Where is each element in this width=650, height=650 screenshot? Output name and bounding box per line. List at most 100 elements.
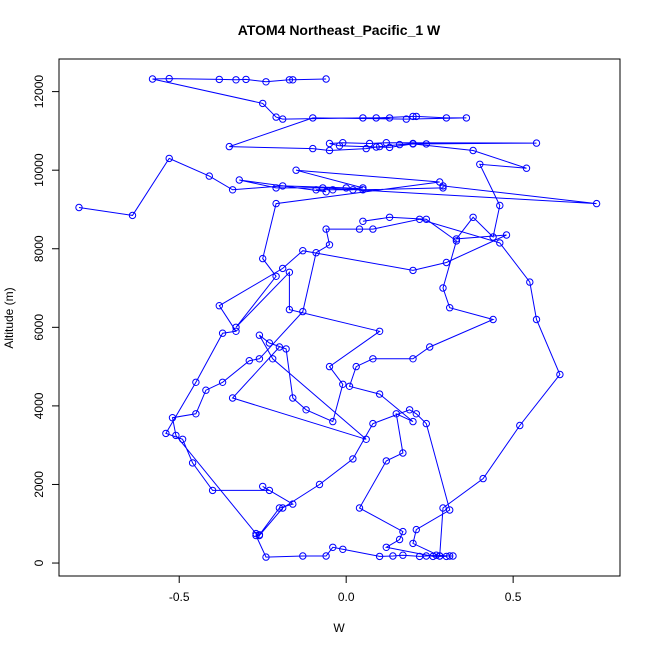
series-3: [345, 213, 497, 561]
data-point: [532, 139, 541, 147]
data-point: [355, 225, 364, 233]
data-point: [289, 76, 297, 84]
x-tick-label: -0.5: [169, 590, 190, 604]
y-tick-label: 6000: [32, 314, 46, 341]
data-point: [409, 266, 417, 275]
data-point: [439, 504, 447, 512]
y-axis: 0 2000 4000 6000 8000 10000 12000: [32, 75, 60, 566]
data-point: [232, 327, 240, 335]
data-point: [192, 378, 200, 386]
data-point: [412, 525, 420, 534]
data-point: [502, 231, 511, 239]
data-point: [556, 370, 564, 379]
plot-layer: [75, 74, 601, 561]
series-2: [75, 154, 601, 443]
data-point: [269, 355, 277, 363]
data-point: [496, 201, 504, 210]
data-point: [489, 233, 497, 241]
data-point: [399, 449, 407, 457]
data-point: [409, 539, 417, 548]
data-point: [392, 410, 400, 418]
data-point: [359, 186, 367, 194]
data-point: [375, 327, 384, 335]
data-point: [148, 75, 157, 83]
data-point: [225, 142, 234, 151]
data-point: [279, 115, 287, 123]
data-point: [188, 459, 197, 467]
data-point: [202, 386, 210, 394]
data-point: [265, 339, 274, 347]
data-point: [489, 315, 497, 324]
data-point: [399, 527, 407, 536]
data-point: [312, 186, 320, 194]
data-point: [442, 258, 451, 267]
data-point: [329, 543, 337, 551]
data-point: [322, 225, 330, 233]
data-point: [362, 144, 370, 153]
data-point: [292, 166, 300, 174]
data-point: [255, 331, 264, 339]
data-point: [375, 552, 384, 561]
y-tick-label: 8000: [32, 235, 46, 262]
y-tick-label: 0: [32, 559, 46, 566]
data-point: [446, 304, 454, 312]
data-point: [315, 480, 324, 489]
data-point: [446, 506, 454, 514]
data-point: [272, 272, 280, 280]
y-tick-label: 4000: [32, 392, 46, 419]
data-point: [365, 139, 374, 148]
data-point: [355, 504, 364, 512]
data-point: [405, 406, 414, 414]
data-point: [349, 455, 357, 463]
data-point: [165, 154, 173, 163]
series-line: [78, 157, 597, 440]
data-point: [275, 343, 284, 351]
data-point: [359, 184, 367, 192]
data-point: [335, 142, 344, 150]
data-point: [409, 355, 417, 363]
data-point: [289, 500, 297, 508]
data-point: [279, 182, 287, 190]
series-1: [148, 74, 564, 561]
data-point: [309, 144, 317, 153]
data-point: [272, 113, 280, 121]
data-point: [532, 315, 541, 324]
data-point: [275, 504, 284, 512]
data-point: [395, 535, 404, 544]
data-point: [339, 545, 347, 553]
data-point: [359, 217, 367, 226]
data-point: [372, 143, 380, 151]
x-axis: -0.5 0.0 0.5: [169, 575, 522, 604]
data-point: [309, 114, 317, 122]
data-point: [279, 504, 287, 512]
data-point: [526, 278, 534, 286]
data-point: [522, 164, 531, 172]
data-point: [232, 76, 240, 84]
data-point: [312, 249, 320, 257]
data-point: [205, 172, 214, 180]
data-point: [272, 184, 280, 192]
data-point: [469, 213, 477, 222]
data-point: [446, 552, 454, 560]
data-point: [322, 75, 330, 83]
data-point: [285, 76, 294, 84]
data-point: [289, 394, 297, 402]
data-point: [375, 390, 384, 398]
data-point: [322, 552, 330, 560]
data-point: [339, 380, 347, 388]
data-point: [215, 75, 224, 84]
data-point: [172, 431, 180, 440]
data-point: [452, 237, 461, 245]
data-point: [165, 74, 173, 83]
data-point: [385, 143, 394, 152]
data-point: [442, 552, 451, 561]
data-point: [422, 140, 430, 148]
data-point: [432, 551, 440, 559]
data-point: [462, 114, 471, 122]
data-point: [385, 114, 394, 122]
data-point: [232, 323, 240, 331]
data-point: [412, 112, 420, 121]
data-point: [262, 553, 270, 561]
data-point: [262, 78, 270, 86]
